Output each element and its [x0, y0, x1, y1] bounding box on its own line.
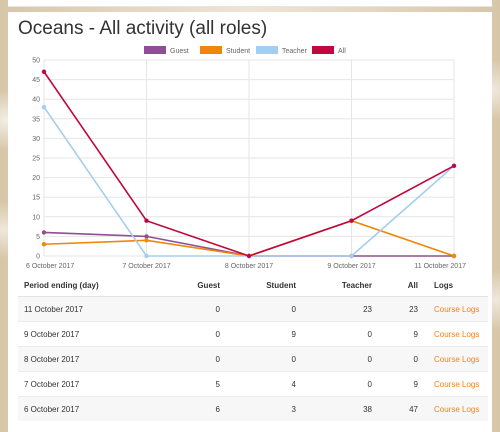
cell-all: 9: [382, 371, 428, 397]
legend-label: Teacher: [282, 48, 308, 55]
legend-swatch: [144, 46, 166, 54]
cell-period: 6 October 2017: [18, 396, 174, 421]
data-point: [246, 253, 252, 259]
cell-teacher: 23: [306, 296, 382, 322]
y-tick-label: 50: [32, 58, 40, 65]
table-row: 7 October 2017 5 4 0 9 Course Logs: [18, 371, 488, 397]
y-tick-label: 15: [32, 195, 40, 202]
data-point: [41, 230, 47, 235]
cell-student: 3: [230, 396, 306, 421]
data-point: [144, 218, 149, 223]
cell-period: 8 October 2017: [18, 346, 174, 372]
report-panel: Oceans - All activity (all roles) 0 5 10 15…: [8, 12, 492, 432]
data-point: [144, 253, 149, 259]
cell-all: 47: [382, 396, 428, 421]
cell-logs: Course Logs: [428, 321, 488, 347]
data-point: [349, 218, 354, 223]
y-tick-label: 20: [32, 175, 40, 182]
course-logs-link[interactable]: Course Logs: [434, 404, 480, 414]
y-tick-label: 40: [32, 97, 40, 104]
cell-teacher: 0: [306, 371, 382, 397]
table-row: 11 October 2017 0 0 23 23 Course Logs: [18, 296, 488, 322]
cell-guest: 0: [174, 321, 230, 347]
course-logs-link[interactable]: Course Logs: [434, 379, 480, 389]
column-header-logs: Logs: [428, 274, 488, 297]
cell-teacher: 0: [306, 321, 382, 347]
course-logs-link[interactable]: Course Logs: [434, 329, 480, 339]
table-row: 6 October 2017 6 3 38 47 Course Logs: [18, 396, 488, 421]
cell-teacher: 0: [306, 346, 382, 372]
cell-all: 9: [382, 321, 428, 347]
x-tick-label: 11 October 2017: [414, 263, 466, 270]
y-tick-label: 5: [36, 234, 40, 241]
data-point: [144, 234, 149, 239]
data-point: [451, 253, 457, 259]
data-point: [41, 242, 47, 247]
column-header-guest: Guest: [174, 274, 230, 297]
cell-all: 23: [382, 296, 428, 322]
cell-student: 0: [230, 296, 306, 322]
x-tick-label: 8 October 2017: [225, 263, 273, 270]
legend-label: All: [338, 48, 346, 55]
y-tick-label: 10: [32, 214, 40, 221]
legend-swatch: [256, 46, 278, 54]
y-tick-label: 30: [32, 136, 40, 143]
cell-teacher: 38: [306, 396, 382, 421]
top-panel-edge: [8, 0, 492, 7]
cell-period: 9 October 2017: [18, 321, 174, 347]
data-point: [451, 163, 457, 169]
page-title: Oceans - All activity (all roles): [18, 18, 268, 39]
cell-student: 4: [230, 371, 306, 397]
table-row: 9 October 2017 0 9 0 9 Course Logs: [18, 321, 488, 347]
cell-logs: Course Logs: [428, 296, 488, 322]
cell-all: 0: [382, 346, 428, 372]
data-point: [41, 69, 47, 74]
cell-logs: Course Logs: [428, 396, 488, 421]
y-tick-label: 35: [32, 116, 40, 123]
cell-period: 11 October 2017: [18, 296, 174, 322]
cell-guest: 6: [174, 396, 230, 421]
cell-student: 9: [230, 321, 306, 347]
y-tick-label: 45: [32, 77, 40, 84]
data-point: [41, 104, 47, 110]
legend-label: Guest: [170, 48, 189, 55]
cell-period: 7 October 2017: [18, 371, 174, 397]
legend-label: Student: [226, 48, 250, 55]
cell-logs: Course Logs: [428, 371, 488, 397]
activity-table: Period ending (day) Guest Student Teache…: [18, 274, 488, 421]
y-tick-label: 0: [36, 254, 40, 261]
cell-logs: Course Logs: [428, 346, 488, 372]
column-header-period: Period ending (day): [18, 274, 174, 297]
data-point: [349, 253, 354, 259]
table-row: 8 October 2017 0 0 0 0 Course Logs: [18, 346, 488, 372]
column-header-teacher: Teacher: [306, 274, 382, 297]
table-header-row: Period ending (day) Guest Student Teache…: [18, 274, 488, 297]
column-header-student: Student: [230, 274, 306, 297]
cell-guest: 0: [174, 346, 230, 372]
course-logs-link[interactable]: Course Logs: [434, 354, 480, 364]
x-tick-label: 6 October 2017: [26, 263, 74, 270]
cell-guest: 0: [174, 296, 230, 322]
x-tick-label: 9 October 2017: [327, 263, 375, 270]
course-logs-link[interactable]: Course Logs: [434, 304, 480, 314]
legend-swatch: [200, 46, 222, 54]
cell-guest: 5: [174, 371, 230, 397]
x-tick-label: 7 October 2017: [122, 263, 170, 270]
y-tick-label: 25: [32, 156, 40, 163]
legend-swatch: [312, 46, 334, 54]
data-point: [144, 238, 149, 243]
activity-line-chart: 0 5 10 15 20 25 30 35 40 45 50 6 October 2017 7 Octo…: [26, 46, 466, 270]
cell-student: 0: [230, 346, 306, 372]
column-header-all: All: [382, 274, 428, 297]
